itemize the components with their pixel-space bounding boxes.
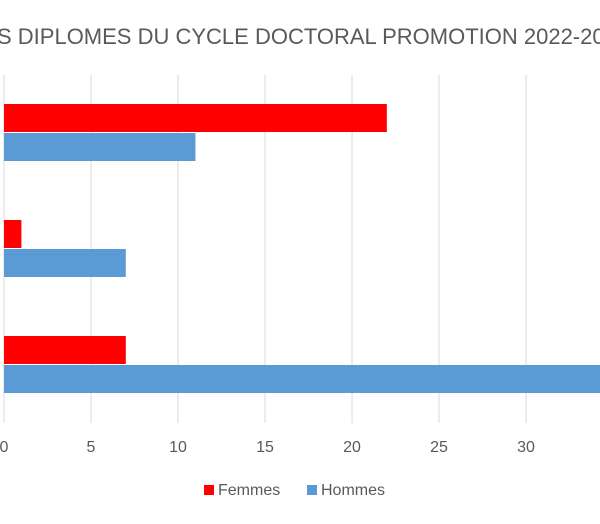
legend-label: Femmes (218, 482, 280, 499)
bar (4, 249, 126, 277)
legend-swatch (307, 485, 317, 495)
bar (4, 336, 126, 364)
legend-swatch (204, 485, 214, 495)
x-tick-label: 25 (430, 439, 448, 456)
bar (4, 104, 387, 132)
x-tick-label: 30 (517, 439, 535, 456)
x-tick-label: 5 (87, 439, 96, 456)
x-tick-label: 15 (256, 439, 274, 456)
bar (4, 220, 22, 248)
x-tick-label: 0 (0, 439, 9, 456)
x-tick-label: 10 (169, 439, 187, 456)
bar (4, 365, 600, 393)
bar (4, 133, 196, 161)
legend-label: Hommes (321, 482, 385, 499)
chart-title: S DIPLOMES DU CYCLE DOCTORAL PROMOTION 2… (0, 24, 600, 49)
x-tick-label: 20 (343, 439, 361, 456)
